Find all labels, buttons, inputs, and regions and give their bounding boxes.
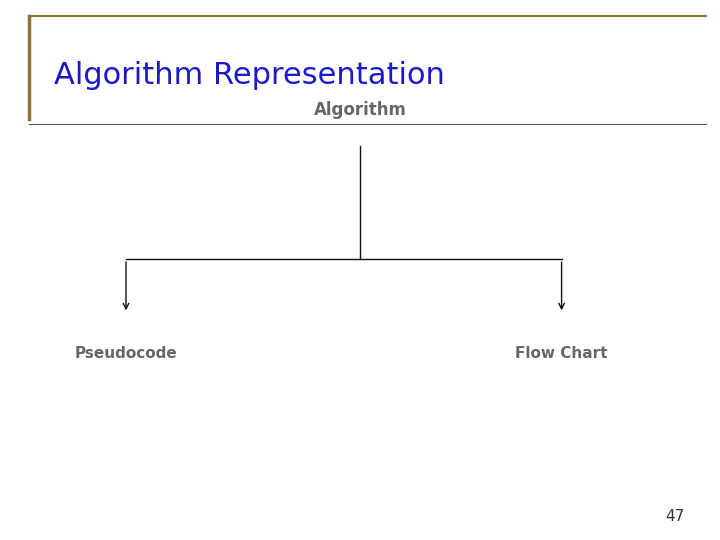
Text: Pseudocode: Pseudocode	[75, 346, 177, 361]
Text: Algorithm: Algorithm	[314, 101, 406, 119]
Text: Algorithm Representation: Algorithm Representation	[54, 61, 445, 90]
Text: Flow Chart: Flow Chart	[516, 346, 608, 361]
Text: 47: 47	[665, 509, 684, 524]
